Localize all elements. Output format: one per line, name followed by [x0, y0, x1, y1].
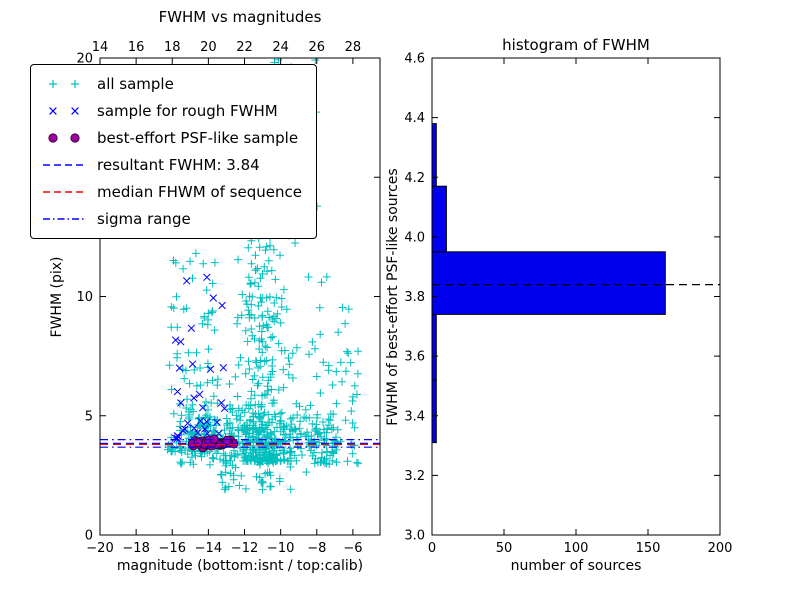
- histogram-bar: [431, 251, 666, 315]
- scatter-xlabel: magnitude (bottom:isnt / top:calib): [116, 558, 364, 574]
- legend-x-icon: [49, 107, 79, 115]
- y-tick-label: 3.2: [404, 469, 425, 484]
- legend-item: median FHWM of sequence: [41, 183, 302, 201]
- x-tick-label: 150: [636, 541, 661, 556]
- legend-label: sample for rough FWHM: [97, 102, 278, 120]
- legend: all sample sample for rough FWHM best-effo…: [30, 64, 317, 239]
- x-tick-label-top: 22: [236, 40, 253, 55]
- x-tick-label-bottom: −8: [307, 541, 326, 556]
- x-tick-label-bottom: −16: [159, 541, 186, 556]
- legend-label: all sample: [97, 75, 174, 93]
- x-tick-label-top: 14: [92, 40, 109, 55]
- x-tick-label-top: 26: [309, 40, 326, 55]
- y-tick-label: 20: [76, 52, 93, 67]
- scatter-title: FWHM vs magnitudes: [158, 8, 322, 26]
- legend-label: median FHWM of sequence: [97, 183, 302, 201]
- legend-label: sigma range: [97, 210, 191, 228]
- x-tick-label-top: 20: [200, 40, 217, 55]
- x-tick-label-top: 18: [164, 40, 181, 55]
- x-tick-label-bottom: −20: [86, 541, 113, 556]
- histogram-title: histogram of FWHM: [502, 36, 650, 54]
- legend-item: sigma range: [41, 210, 302, 228]
- x-tick-label: 50: [496, 541, 513, 556]
- legend-item: sample for rough FWHM: [41, 102, 302, 120]
- y-tick-label: 10: [76, 290, 93, 305]
- x-tick-label-bottom: −14: [195, 541, 222, 556]
- x-tick-label: 0: [428, 541, 436, 556]
- x-tick-label-bottom: −18: [122, 541, 149, 556]
- x-tick-label-bottom: −12: [231, 541, 258, 556]
- histogram-bar: [431, 185, 447, 253]
- x-tick-label-top: 28: [345, 40, 362, 55]
- y-tick-label: 3.0: [404, 529, 425, 544]
- legend-dashdot-icon: [43, 218, 85, 220]
- sample-for-rough-fwhm-points: [171, 273, 229, 444]
- legend-circle-icon: [48, 133, 80, 143]
- legend-item: all sample: [41, 75, 302, 93]
- y-tick-label: 5: [85, 409, 93, 424]
- y-tick-label: 3.4: [404, 409, 425, 424]
- legend-label: resultant FWHM: 3.84: [97, 156, 260, 174]
- x-tick-label-top: 16: [128, 40, 145, 55]
- y-tick-label: 4.6: [404, 52, 425, 67]
- legend-plus-icon: [49, 80, 79, 88]
- y-tick-label: 4.4: [404, 111, 425, 126]
- histogram-xlabel: number of sources: [510, 558, 642, 574]
- x-tick-label-top: 24: [272, 40, 289, 55]
- legend-dashed-icon: [43, 164, 85, 166]
- histogram-bar: [431, 379, 437, 444]
- x-tick-label: 100: [564, 541, 589, 556]
- y-tick-label: 3.8: [404, 290, 425, 305]
- y-tick-label: 0: [85, 529, 93, 544]
- y-tick-label: 4.0: [404, 230, 425, 245]
- histogram-bar: [431, 313, 437, 381]
- x-tick-label-bottom: −10: [267, 541, 294, 556]
- legend-item: best-effort PSF-like sample: [41, 129, 302, 147]
- x-tick-label: 200: [708, 541, 733, 556]
- y-tick-label: 3.6: [404, 350, 425, 365]
- y-tick-label: 4.2: [404, 171, 425, 186]
- x-tick-label-bottom: −6: [343, 541, 362, 556]
- legend-label: best-effort PSF-like sample: [97, 129, 299, 147]
- legend-item: resultant FWHM: 3.84: [41, 156, 302, 174]
- legend-dashed-icon: [43, 191, 85, 193]
